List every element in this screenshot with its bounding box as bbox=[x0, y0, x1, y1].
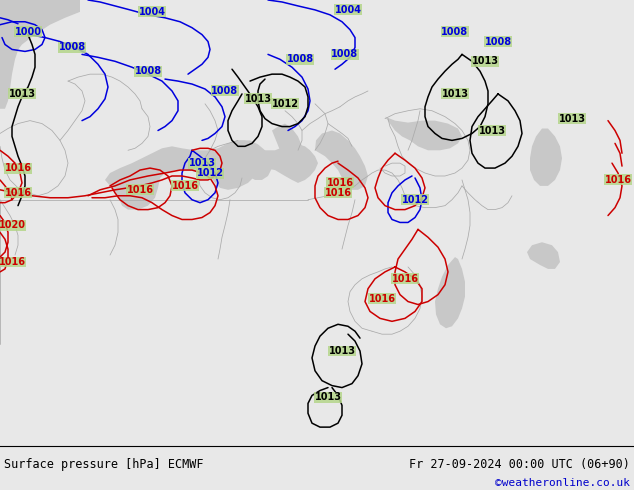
Text: 1008: 1008 bbox=[441, 26, 469, 37]
Polygon shape bbox=[272, 123, 302, 163]
Text: Fr 27-09-2024 00:00 UTC (06+90): Fr 27-09-2024 00:00 UTC (06+90) bbox=[409, 458, 630, 471]
Text: 1013: 1013 bbox=[472, 56, 498, 66]
Polygon shape bbox=[435, 257, 465, 328]
Polygon shape bbox=[385, 117, 462, 150]
Text: 1013: 1013 bbox=[479, 125, 505, 136]
Text: 1016: 1016 bbox=[392, 274, 418, 284]
Text: 1016: 1016 bbox=[325, 188, 351, 198]
Text: 1008: 1008 bbox=[134, 66, 162, 76]
Text: 1013: 1013 bbox=[245, 94, 271, 104]
Text: 1013: 1013 bbox=[559, 114, 586, 123]
Text: 1012: 1012 bbox=[197, 168, 224, 178]
Text: 1020: 1020 bbox=[0, 220, 25, 230]
Text: 1008: 1008 bbox=[211, 86, 238, 96]
Text: 1008: 1008 bbox=[58, 43, 86, 52]
Polygon shape bbox=[527, 242, 560, 269]
Text: 1016: 1016 bbox=[127, 185, 153, 195]
Text: 1013: 1013 bbox=[8, 89, 36, 99]
Text: Surface pressure [hPa] ECMWF: Surface pressure [hPa] ECMWF bbox=[4, 458, 204, 471]
Polygon shape bbox=[530, 128, 562, 186]
Text: 1016: 1016 bbox=[4, 188, 32, 198]
Text: 1016: 1016 bbox=[0, 257, 25, 267]
Text: 1013: 1013 bbox=[328, 346, 356, 356]
Polygon shape bbox=[105, 141, 318, 210]
Text: 1013: 1013 bbox=[188, 158, 216, 168]
Text: 1016: 1016 bbox=[604, 175, 631, 185]
Text: 1008: 1008 bbox=[484, 37, 512, 47]
Text: 1013: 1013 bbox=[314, 392, 342, 402]
Text: 1008: 1008 bbox=[332, 49, 359, 59]
Polygon shape bbox=[0, 0, 50, 109]
Text: 1016: 1016 bbox=[368, 294, 396, 304]
Text: 1000: 1000 bbox=[15, 26, 41, 37]
Text: 1004: 1004 bbox=[335, 5, 361, 15]
Text: ©weatheronline.co.uk: ©weatheronline.co.uk bbox=[495, 478, 630, 488]
Polygon shape bbox=[315, 130, 368, 190]
Text: 1004: 1004 bbox=[138, 7, 165, 17]
Text: 1012: 1012 bbox=[401, 195, 429, 205]
Text: 1008: 1008 bbox=[287, 54, 314, 64]
Text: 1016: 1016 bbox=[327, 178, 354, 188]
Polygon shape bbox=[0, 0, 80, 69]
Text: 1016: 1016 bbox=[4, 163, 32, 173]
Text: 1012: 1012 bbox=[271, 99, 299, 109]
Text: 1016: 1016 bbox=[172, 181, 198, 191]
Polygon shape bbox=[225, 141, 272, 180]
Text: 1013: 1013 bbox=[441, 89, 469, 99]
